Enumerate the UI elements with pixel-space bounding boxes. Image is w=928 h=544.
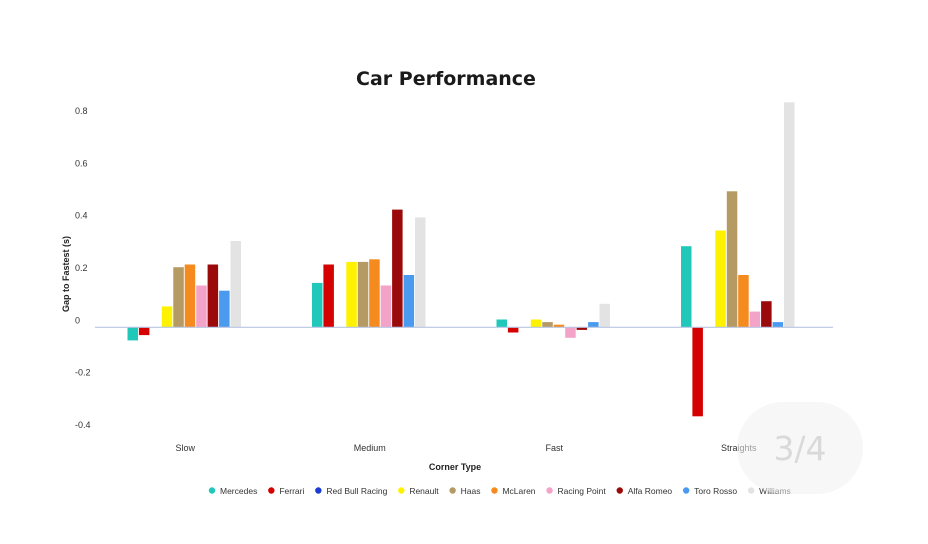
y-tick-label: 0.8 xyxy=(75,106,88,116)
bar xyxy=(542,322,553,328)
bar xyxy=(784,102,795,328)
legend-marker xyxy=(682,487,690,494)
y-tick-label: 0.2 xyxy=(75,263,88,273)
bar xyxy=(138,327,150,336)
bar xyxy=(507,327,519,333)
bar xyxy=(565,327,576,338)
y-axis-ticks: -0.4 -0.2 0 0.2 0.4 0.6 0.8 xyxy=(75,106,91,430)
y-tick-label: 0 xyxy=(75,315,80,325)
chart-title: Car Performance xyxy=(356,68,536,90)
legend-marker xyxy=(449,487,456,494)
bar xyxy=(415,217,426,328)
legend-marker xyxy=(315,487,322,494)
legend-label: Toro Rosso xyxy=(694,486,737,496)
legend-marker xyxy=(268,487,275,494)
legend-label: Mercedes xyxy=(220,486,257,496)
x-axis-categories: SlowMediumFastStraights xyxy=(175,443,757,453)
legend-label: Racing Point xyxy=(558,486,607,496)
bar xyxy=(588,322,599,328)
bar xyxy=(681,246,692,328)
bar xyxy=(726,191,738,328)
bar xyxy=(692,327,703,417)
y-tick-label: 0.6 xyxy=(75,158,88,168)
bar xyxy=(599,303,610,328)
bar xyxy=(496,319,507,328)
x-tick-label: Fast xyxy=(545,443,563,453)
bar xyxy=(392,209,403,328)
page-indicator: 3/4 xyxy=(737,402,863,494)
legend: Mercedes Ferrari Red Bull Racing Renault Haa… xyxy=(208,486,791,496)
y-tick-label: -0.2 xyxy=(75,368,91,378)
bars-group xyxy=(127,102,795,417)
bar xyxy=(576,327,588,330)
bar xyxy=(207,264,219,328)
bar xyxy=(161,306,173,328)
bar xyxy=(357,261,369,328)
y-tick-label: 0.4 xyxy=(75,211,88,221)
bar xyxy=(715,230,726,328)
legend-label: Haas xyxy=(461,486,481,496)
bar xyxy=(553,324,565,328)
legend-label: Renault xyxy=(409,486,439,496)
bar xyxy=(127,327,138,341)
y-tick-label: -0.4 xyxy=(75,420,91,430)
bar xyxy=(369,259,380,328)
x-tick-label: Medium xyxy=(354,443,386,453)
legend-marker xyxy=(747,487,755,494)
legend-marker xyxy=(208,487,216,494)
bar xyxy=(530,319,542,328)
legend-marker xyxy=(546,487,553,494)
bar xyxy=(403,275,415,328)
bar xyxy=(380,285,392,328)
legend-label: Alfa Romeo xyxy=(628,486,673,496)
bar xyxy=(323,264,334,328)
bar xyxy=(230,241,241,328)
bar xyxy=(219,290,230,328)
bar xyxy=(772,322,784,328)
bar xyxy=(749,311,761,328)
bar xyxy=(196,285,207,328)
x-tick-label: Slow xyxy=(175,443,195,453)
bar xyxy=(761,301,772,328)
x-axis-label: Corner Type xyxy=(429,462,481,472)
bar xyxy=(312,282,323,328)
bar xyxy=(184,264,196,328)
y-axis-label: Gap to Fastest (s) xyxy=(61,236,71,312)
bar xyxy=(173,267,184,328)
bar xyxy=(346,261,357,328)
legend-marker xyxy=(491,487,498,494)
bar xyxy=(738,275,749,328)
legend-marker xyxy=(616,487,623,494)
legend-marker xyxy=(398,487,405,494)
legend-label: Ferrari xyxy=(279,486,304,496)
legend-label: McLaren xyxy=(502,486,535,496)
legend-label: Red Bull Racing xyxy=(326,486,387,496)
